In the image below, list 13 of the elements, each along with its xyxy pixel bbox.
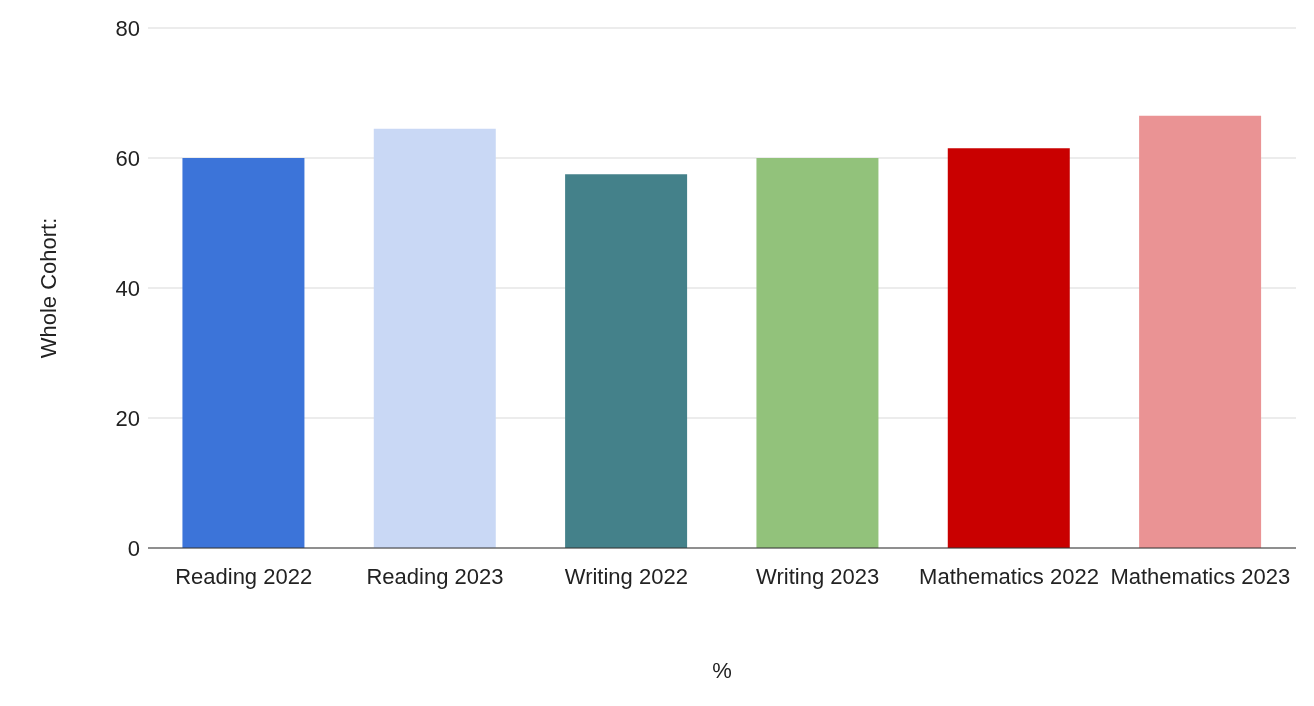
x-tick-label: Writing 2023	[756, 563, 880, 589]
x-tick-label: Mathematics 2023	[1110, 563, 1291, 589]
x-tick-label: Mathematics 2022	[919, 563, 1099, 589]
y-tick-label: 0	[127, 535, 140, 561]
y-axis-title: Whole Cohort:	[35, 217, 61, 359]
x-tick-label: Reading 2022	[175, 563, 313, 589]
y-tick-label: 80	[115, 15, 140, 41]
y-tick-label: 20	[115, 405, 140, 431]
x-tick-label: Writing 2022	[564, 563, 688, 589]
y-tick-label: 40	[115, 275, 140, 301]
y-tick-label: 60	[115, 145, 140, 171]
x-axis-title: %	[712, 658, 732, 683]
x-tick-label: Reading 2023	[366, 563, 504, 589]
